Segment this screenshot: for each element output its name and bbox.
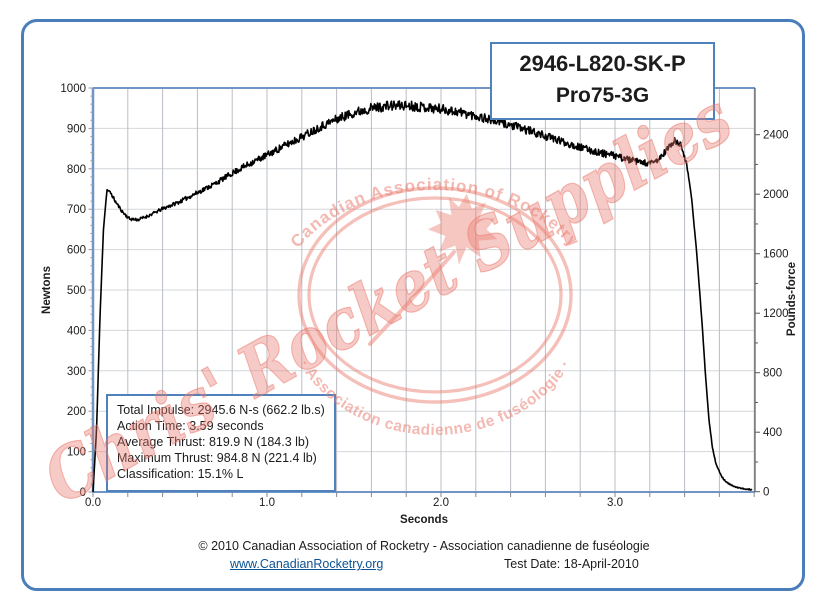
y-right-tick-label: 1200	[763, 308, 789, 320]
y-right-tick-label: 1600	[763, 249, 789, 261]
test-date-text: Test Date: 18-April-2010	[504, 557, 639, 571]
x-tick-label: 0.0	[85, 497, 101, 509]
motor-designation: 2946-L820-SK-P	[519, 51, 686, 76]
y-right-tick-label: 800	[763, 368, 782, 380]
thrust-curve	[92, 100, 753, 493]
motor-title-box: 2946-L820-SK-P Pro75-3G	[490, 42, 715, 120]
y-left-tick-label: 100	[67, 447, 86, 459]
y-left-tick-label: 300	[67, 366, 86, 378]
stat-maximum-thrust: Maximum Thrust: 984.8 N (221.4 lb)	[117, 450, 317, 465]
stat-classification: Classification: 15.1% L	[117, 466, 244, 481]
motor-stats-box: Total Impulse: 2945.6 N-s (662.2 lb.s) A…	[106, 394, 336, 492]
stat-action-time: Action Time: 3.59 seconds	[117, 418, 264, 433]
website-link[interactable]: www.CanadianRocketry.org	[230, 557, 384, 571]
copyright-text: © 2010 Canadian Association of Rocketry …	[198, 539, 650, 553]
y-left-tick-label: 900	[67, 123, 86, 135]
stat-average-thrust: Average Thrust: 819.9 N (184.3 lb)	[117, 434, 310, 449]
y-axis-title-pounds-force: Pounds-force	[786, 261, 798, 337]
y-left-tick-label: 200	[67, 406, 86, 418]
motor-name: Pro75-3G	[555, 84, 650, 107]
y-left-tick-label: 0	[80, 487, 86, 499]
y-left-tick-label: 400	[67, 325, 86, 337]
x-tick-label: 3.0	[607, 497, 623, 509]
y-left-tick-label: 600	[67, 245, 86, 257]
y-axis-title-newtons: Newtons	[41, 266, 53, 314]
y-right-tick-label: 2400	[763, 130, 789, 142]
y-left-tick-label: 700	[67, 204, 86, 216]
x-tick-label: 2.0	[433, 497, 449, 509]
y-left-tick-label: 1000	[60, 83, 86, 95]
stat-total-impulse: Total Impulse: 2945.6 N-s (662.2 lb.s)	[117, 403, 325, 417]
y-right-tick-label: 400	[763, 427, 782, 439]
x-axis-title-seconds: Seconds	[400, 514, 448, 526]
y-right-tick-label: 2000	[763, 189, 789, 201]
y-left-tick-label: 500	[67, 285, 86, 297]
page-border	[21, 19, 805, 591]
y-left-tick-label: 800	[67, 164, 86, 176]
x-tick-label: 1.0	[259, 497, 275, 509]
y-right-tick-label: 0	[763, 487, 769, 499]
